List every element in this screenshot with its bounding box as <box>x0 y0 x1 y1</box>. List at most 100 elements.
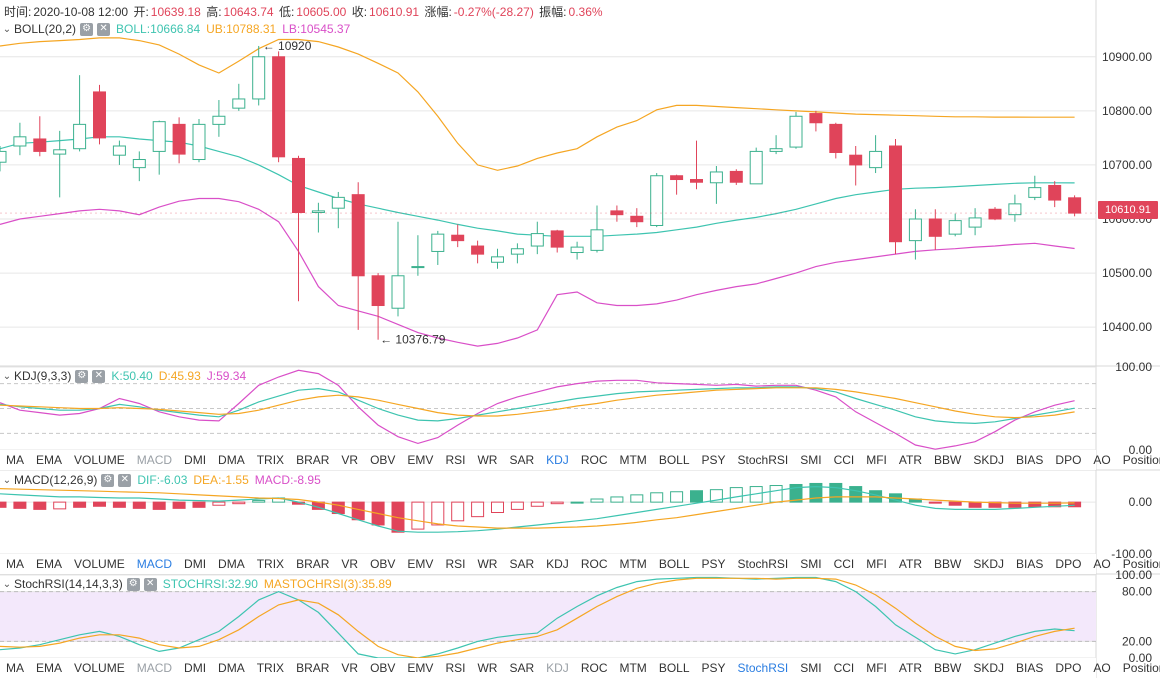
tab-stochrsi[interactable]: StochRSI <box>737 453 789 467</box>
tab-skdj[interactable]: SKDJ <box>973 453 1005 467</box>
tab-wr[interactable]: WR <box>477 661 498 675</box>
collapse-chevron-icon[interactable]: ⌄ <box>2 474 12 486</box>
tab-atr[interactable]: ATR <box>898 453 923 467</box>
close-icon[interactable]: ✕ <box>143 577 157 591</box>
tab-dpo[interactable]: DPO <box>1055 557 1082 571</box>
tab-bbw[interactable]: BBW <box>934 557 962 571</box>
tab-volume[interactable]: VOLUME <box>74 557 125 571</box>
tab-ma[interactable]: MA <box>6 557 24 571</box>
tab-psy[interactable]: PSY <box>701 453 726 467</box>
collapse-chevron-icon[interactable]: ⌄ <box>2 23 12 35</box>
tab-emv[interactable]: EMV <box>407 453 434 467</box>
tab-cci[interactable]: CCI <box>833 557 855 571</box>
tab-obv[interactable]: OBV <box>370 453 396 467</box>
collapse-chevron-icon[interactable]: ⌄ <box>2 370 12 382</box>
tab-sar[interactable]: SAR <box>509 661 535 675</box>
tab-smi[interactable]: SMI <box>800 661 822 675</box>
tab-vr[interactable]: VR <box>341 661 359 675</box>
tab-vr[interactable]: VR <box>341 453 359 467</box>
tab-bbw[interactable]: BBW <box>934 661 962 675</box>
settings-gear-icon[interactable]: ⚙ <box>75 369 89 383</box>
tab-ao[interactable]: AO <box>1093 661 1111 675</box>
tab-rsi[interactable]: RSI <box>445 557 466 571</box>
tab-trix[interactable]: TRIX <box>256 453 285 467</box>
tab-dpo[interactable]: DPO <box>1055 453 1082 467</box>
collapse-chevron-icon[interactable]: ⌄ <box>2 578 12 590</box>
tab-ma[interactable]: MA <box>6 453 24 467</box>
tab-ema[interactable]: EMA <box>36 557 63 571</box>
tab-bias[interactable]: BIAS <box>1016 453 1044 467</box>
tab-trix[interactable]: TRIX <box>256 557 285 571</box>
tab-cci[interactable]: CCI <box>833 661 855 675</box>
tab-dma[interactable]: DMA <box>218 661 245 675</box>
tab-boll[interactable]: BOLL <box>658 453 690 467</box>
tab-boll[interactable]: BOLL <box>658 661 690 675</box>
tab-macd[interactable]: MACD <box>136 453 173 467</box>
tab-dmi[interactable]: DMI <box>184 557 207 571</box>
settings-gear-icon[interactable]: ⚙ <box>126 577 140 591</box>
tab-ma[interactable]: MA <box>6 661 24 675</box>
tab-atr[interactable]: ATR <box>898 661 923 675</box>
tab-dma[interactable]: DMA <box>218 453 245 467</box>
tab-smi[interactable]: SMI <box>800 557 822 571</box>
tab-atr[interactable]: ATR <box>898 557 923 571</box>
tab-volume[interactable]: VOLUME <box>74 661 125 675</box>
tab-kdj[interactable]: KDJ <box>546 661 569 675</box>
tab-mfi[interactable]: MFI <box>866 453 887 467</box>
tab-wr[interactable]: WR <box>477 453 498 467</box>
tab-position[interactable]: Position <box>1122 557 1160 571</box>
tab-mtm[interactable]: MTM <box>619 661 647 675</box>
tab-obv[interactable]: OBV <box>370 661 396 675</box>
close-icon[interactable]: ✕ <box>97 22 111 36</box>
close-icon[interactable]: ✕ <box>118 473 132 487</box>
tab-stochrsi[interactable]: StochRSI <box>737 557 789 571</box>
tab-brar[interactable]: BRAR <box>296 453 330 467</box>
tab-sar[interactable]: SAR <box>509 557 535 571</box>
tab-dpo[interactable]: DPO <box>1055 661 1082 675</box>
tab-kdj[interactable]: KDJ <box>546 453 569 467</box>
close-icon[interactable]: ✕ <box>92 369 106 383</box>
tab-ema[interactable]: EMA <box>36 661 63 675</box>
tab-rsi[interactable]: RSI <box>445 661 466 675</box>
tab-volume[interactable]: VOLUME <box>74 453 125 467</box>
tab-vr[interactable]: VR <box>341 557 359 571</box>
tab-smi[interactable]: SMI <box>800 453 822 467</box>
tab-mfi[interactable]: MFI <box>866 661 887 675</box>
tab-bbw[interactable]: BBW <box>934 453 962 467</box>
tab-kdj[interactable]: KDJ <box>546 557 569 571</box>
tab-roc[interactable]: ROC <box>580 557 608 571</box>
tab-rsi[interactable]: RSI <box>445 453 466 467</box>
tab-roc[interactable]: ROC <box>580 661 608 675</box>
tab-emv[interactable]: EMV <box>407 661 434 675</box>
tab-dmi[interactable]: DMI <box>184 453 207 467</box>
tab-obv[interactable]: OBV <box>370 557 396 571</box>
tab-ema[interactable]: EMA <box>36 453 63 467</box>
tab-psy[interactable]: PSY <box>701 661 726 675</box>
tab-psy[interactable]: PSY <box>701 557 726 571</box>
tab-sar[interactable]: SAR <box>509 453 535 467</box>
tab-mfi[interactable]: MFI <box>866 557 887 571</box>
tab-ao[interactable]: AO <box>1093 557 1111 571</box>
tab-ao[interactable]: AO <box>1093 453 1111 467</box>
tab-mtm[interactable]: MTM <box>619 453 647 467</box>
tab-cci[interactable]: CCI <box>833 453 855 467</box>
tab-position[interactable]: Position <box>1122 453 1160 467</box>
tab-brar[interactable]: BRAR <box>296 661 330 675</box>
settings-gear-icon[interactable]: ⚙ <box>80 22 94 36</box>
tab-stochrsi[interactable]: StochRSI <box>737 661 789 675</box>
tab-dma[interactable]: DMA <box>218 557 245 571</box>
tab-boll[interactable]: BOLL <box>658 557 690 571</box>
settings-gear-icon[interactable]: ⚙ <box>101 473 115 487</box>
tab-wr[interactable]: WR <box>477 557 498 571</box>
tab-bias[interactable]: BIAS <box>1016 557 1044 571</box>
tab-macd[interactable]: MACD <box>136 557 173 571</box>
tab-dmi[interactable]: DMI <box>184 661 207 675</box>
tab-skdj[interactable]: SKDJ <box>973 661 1005 675</box>
tab-emv[interactable]: EMV <box>407 557 434 571</box>
tab-macd[interactable]: MACD <box>136 661 173 675</box>
tab-bias[interactable]: BIAS <box>1016 661 1044 675</box>
tab-skdj[interactable]: SKDJ <box>973 557 1005 571</box>
tab-roc[interactable]: ROC <box>580 453 608 467</box>
tab-brar[interactable]: BRAR <box>296 557 330 571</box>
